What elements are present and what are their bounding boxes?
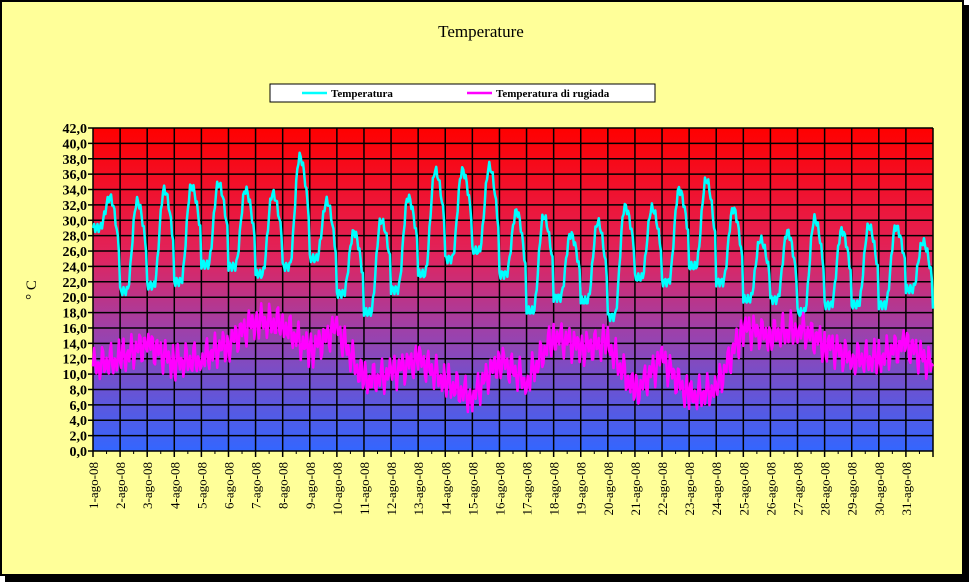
y-tick-label: 22,0 xyxy=(63,276,88,291)
y-tick-label: 34,0 xyxy=(63,184,88,199)
y-tick-label: 6,0 xyxy=(70,399,88,414)
y-tick-label: 26,0 xyxy=(63,245,88,260)
x-tick-label: 3-ago-08 xyxy=(140,462,155,509)
x-tick-label: 10-ago-08 xyxy=(330,462,345,515)
x-tick-label: 6-ago-08 xyxy=(221,462,236,509)
x-tick-label: 19-ago-08 xyxy=(574,462,589,515)
x-tick-label: 22-ago-08 xyxy=(655,462,670,515)
series-line-temperatura-di-rugiada xyxy=(91,301,935,414)
x-tick-label: 15-ago-08 xyxy=(465,462,480,515)
y-tick-label: 8,0 xyxy=(70,383,88,398)
x-tick-label: 27-ago-08 xyxy=(791,462,806,515)
x-tick-label: 20-ago-08 xyxy=(601,462,616,515)
x-tick-label: 25-ago-08 xyxy=(736,462,751,515)
x-tick-label: 14-ago-08 xyxy=(438,462,453,515)
plot-area xyxy=(93,128,933,451)
y-tick-label: 18,0 xyxy=(63,307,88,322)
x-tick-label: 30-ago-08 xyxy=(872,462,887,515)
y-tick-label: 32,0 xyxy=(63,199,88,214)
y-tick-label: 36,0 xyxy=(63,168,88,183)
x-tick-label: 11-ago-08 xyxy=(357,462,372,515)
x-tick-label: 7-ago-08 xyxy=(249,462,264,509)
x-tick-label: 16-ago-08 xyxy=(492,462,507,515)
y-tick-label: 10,0 xyxy=(63,368,88,383)
y-tick-label: 14,0 xyxy=(63,337,88,352)
legend-label-temperatura: Temperatura xyxy=(331,88,393,100)
y-axis-label: ° C xyxy=(24,280,40,300)
x-tick-label: 4-ago-08 xyxy=(167,462,182,509)
y-tick-label: 20,0 xyxy=(63,291,88,306)
y-tick-label: 28,0 xyxy=(63,230,88,245)
x-tick-label: 29-ago-08 xyxy=(845,462,860,515)
x-tick-label: 1-ago-08 xyxy=(86,462,101,509)
x-tick-label: 23-ago-08 xyxy=(682,462,697,515)
y-tick-label: 16,0 xyxy=(63,322,88,337)
x-tick-label: 8-ago-08 xyxy=(276,462,291,509)
legend: Temperatura Temperatura di rugiada xyxy=(269,83,656,103)
x-tick-label: 31-ago-08 xyxy=(899,462,914,515)
x-tick-label: 13-ago-08 xyxy=(411,462,426,515)
x-tick-label: 9-ago-08 xyxy=(303,462,318,509)
y-tick-label: 2,0 xyxy=(70,430,88,445)
x-tick-label: 12-ago-08 xyxy=(384,462,399,515)
y-tick-label: 40,0 xyxy=(63,137,88,152)
y-tick-label: 24,0 xyxy=(63,260,88,275)
x-tick-label: 5-ago-08 xyxy=(194,462,209,509)
legend-label-rugiada: Temperatura di rugiada xyxy=(496,88,610,100)
y-tick-label: 4,0 xyxy=(70,414,88,429)
x-tick-label: 18-ago-08 xyxy=(547,462,562,515)
y-tick-label: 42,0 xyxy=(63,122,88,137)
x-tick-label: 17-ago-08 xyxy=(520,462,535,515)
x-tick-label: 26-ago-08 xyxy=(763,462,778,515)
y-tick-label: 38,0 xyxy=(63,153,88,168)
x-tick-label: 28-ago-08 xyxy=(818,462,833,515)
x-tick-label: 2-ago-08 xyxy=(113,462,128,509)
x-tick-label: 21-ago-08 xyxy=(628,462,643,515)
y-tick-label: 0,0 xyxy=(70,445,88,460)
y-tick-label: 12,0 xyxy=(63,353,88,368)
y-tick-label: 30,0 xyxy=(63,214,88,229)
x-tick-label: 24-ago-08 xyxy=(709,462,724,515)
series-line-temperatura xyxy=(91,151,935,323)
chart-title: Temperature xyxy=(438,22,524,41)
